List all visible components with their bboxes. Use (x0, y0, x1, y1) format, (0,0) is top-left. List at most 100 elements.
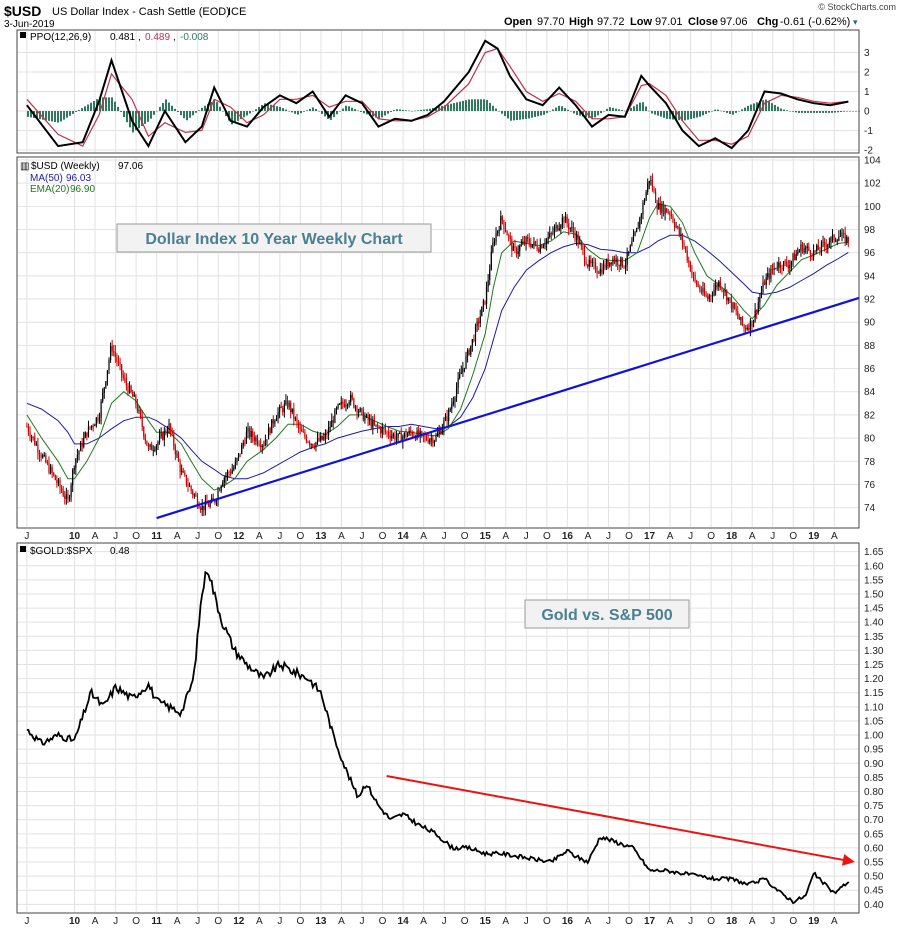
gold-spx-legend-name: $GOLD:$SPX (30, 546, 93, 557)
candle-body (670, 214, 672, 217)
ppo-histogram-bar (552, 109, 554, 111)
candle-body (844, 232, 846, 243)
candle-body (763, 282, 766, 285)
ppo-histogram-bar (129, 111, 131, 128)
candle-body (282, 408, 284, 413)
chg-label: Chg (757, 16, 778, 28)
usd-ytick-label: 78 (864, 457, 876, 468)
candle-body (454, 397, 456, 402)
candle-body (530, 243, 532, 248)
usd-xtick-label: A (92, 531, 99, 542)
candle-body (552, 232, 554, 234)
ppo-histogram-bar (852, 111, 854, 112)
candle-body (643, 200, 646, 204)
candle-body (285, 400, 287, 405)
usd-xtick-label: O (461, 531, 469, 542)
candle-body (152, 450, 154, 451)
candle-body (594, 262, 597, 272)
ppo-histogram-bar (294, 111, 296, 114)
ppo-histogram-bar (657, 111, 659, 116)
ppo-histogram-bar (768, 101, 770, 111)
candle-body (795, 253, 797, 261)
candle-body (316, 438, 319, 443)
open-label: Open (504, 16, 532, 28)
ppo-histogram-bar (597, 111, 599, 116)
candle-body (531, 244, 533, 248)
usd-ytick-label: 80 (864, 434, 876, 445)
candle-body (572, 227, 575, 233)
ppo-histogram-bar (102, 97, 104, 111)
ppo-histogram-bar (729, 111, 731, 114)
gold-spx-panel: 1.65 1.60 1.55 1.50 1.45 1.40 1.35 1.30 1.25 1.20… (16, 542, 884, 927)
candle-body (372, 420, 374, 428)
candle-body (741, 317, 744, 325)
candle-body (678, 226, 680, 235)
ppo-histogram-bar (666, 111, 668, 119)
candle-body (388, 431, 390, 436)
candle-body (806, 246, 808, 248)
candle-body (433, 440, 436, 444)
gs-ytick-label: 0.55 (864, 858, 884, 869)
candle-body (790, 261, 793, 265)
ppo-grid (17, 31, 859, 152)
ppo-histogram-bar (114, 101, 116, 111)
candle-body (784, 261, 786, 263)
gs-xtick-label: A (92, 916, 99, 927)
ppo-histogram-bar (594, 111, 596, 118)
ppo-histogram-bar (429, 108, 431, 111)
candle-body (32, 436, 34, 438)
candle-body (476, 321, 478, 327)
candle-body (721, 287, 723, 291)
candle-body (545, 239, 548, 245)
usd-annotation-box (116, 223, 432, 253)
candle-body (561, 217, 563, 226)
ppo-histogram-bar (651, 111, 653, 114)
candle-body (182, 470, 184, 473)
candle-body (290, 402, 292, 413)
candle-body (675, 226, 677, 228)
ppo-histogram-bar (828, 111, 830, 113)
candle-body (547, 236, 549, 240)
gold-spx-annotation: Gold vs. S&P 500 (524, 599, 690, 629)
candle-body (394, 434, 396, 440)
candle-body (334, 409, 336, 423)
ppo-histogram-bar (237, 111, 239, 121)
ppo-histogram-bar (45, 111, 47, 121)
candle-body (497, 230, 499, 234)
candle-body (242, 442, 244, 445)
candle-body (160, 432, 162, 436)
candle-body (767, 273, 769, 278)
candle-body (73, 467, 75, 471)
ppo-histogram-bar (279, 106, 281, 111)
candle-body (759, 297, 761, 303)
gs-ytick-label: 0.65 (864, 829, 884, 840)
candle-body (62, 491, 64, 497)
candle-body (305, 436, 308, 442)
candle-body (824, 241, 826, 246)
ppo-histogram-bar (57, 111, 59, 123)
candle-body (89, 426, 91, 428)
ppo-histogram-bar (621, 110, 623, 111)
ppo-histogram-bar (165, 99, 167, 111)
gs-ytick-label: 1.65 (864, 547, 884, 558)
gs-xtick-label: O (297, 916, 305, 927)
candle-body (534, 241, 537, 245)
candle-body (711, 295, 714, 297)
ppo-histogram-bar (798, 111, 800, 113)
candle-body (673, 221, 676, 227)
candle-body (266, 439, 268, 441)
candle-body (364, 416, 366, 421)
gs-xtick-label: A (749, 916, 756, 927)
ppo-histogram-bar (447, 104, 449, 111)
candle-body (365, 414, 368, 417)
gs-xtick-label: O (707, 916, 715, 927)
candle-body (91, 425, 93, 428)
candle-body (309, 442, 311, 445)
candle-body (56, 480, 58, 484)
chart-type-icon: ▥ (20, 161, 29, 172)
ppo-histogram-bar (318, 111, 320, 112)
dropdown-arrow-icon[interactable]: ▾ (853, 17, 858, 27)
candle-body (70, 485, 72, 498)
ma50-legend-name: MA(50) (30, 173, 63, 184)
candle-body (493, 241, 496, 243)
